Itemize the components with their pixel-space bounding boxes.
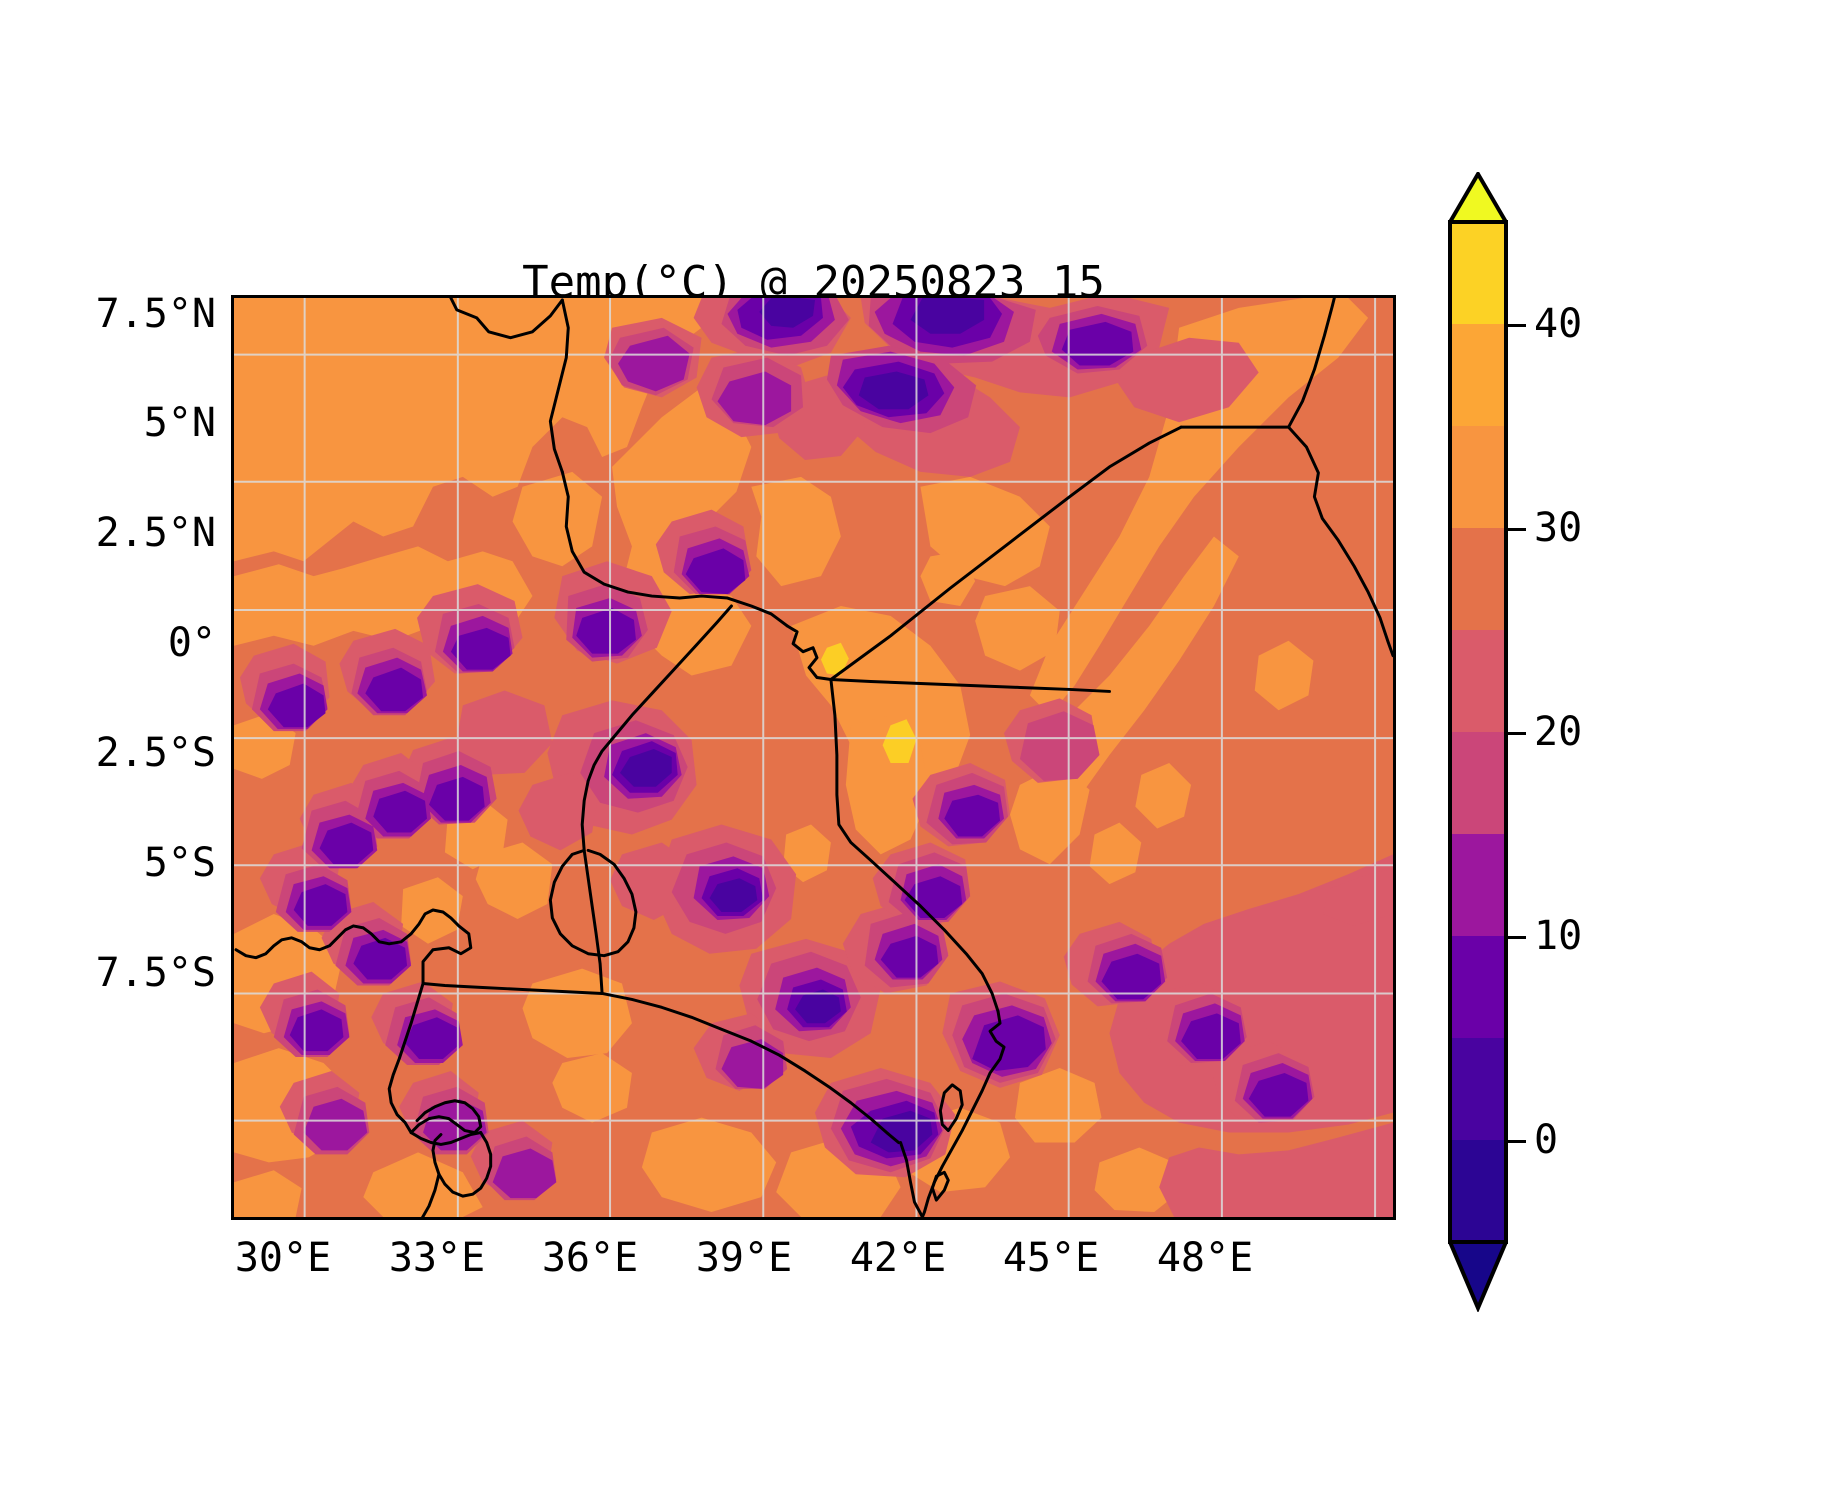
- colorbar-tick-mark-0: [1508, 1140, 1526, 1143]
- y-tick-label-7p5s: 7.5°S: [95, 950, 216, 996]
- y-tick-label-5s: 5°S: [143, 840, 216, 886]
- x-tick-label-42e: 42°E: [849, 1235, 947, 1281]
- colorbar[interactable]: [1448, 172, 1508, 1312]
- colorbar-tick-mark-10: [1508, 936, 1526, 939]
- map-axes: [231, 295, 1396, 1220]
- map-gridlines: [234, 298, 1393, 1217]
- y-tick-label-2p5s: 2.5°S: [95, 730, 216, 776]
- colorbar-tick-mark-40: [1508, 324, 1526, 327]
- colorbar-band-40-45: [1450, 222, 1506, 324]
- colorbar-band-30-35: [1450, 426, 1506, 528]
- colorbar-band-20-25: [1450, 630, 1506, 732]
- colorbar-band-minus5-0: [1450, 1140, 1506, 1242]
- colorbar-under-arrow: [1448, 1240, 1508, 1312]
- colorbar-band-25-30: [1450, 528, 1506, 630]
- contour-band-35-40: [820, 642, 917, 763]
- y-tick-label-5n: 5°N: [143, 400, 216, 446]
- colorbar-gradient: [1448, 172, 1508, 1312]
- colorbar-over-arrow: [1448, 172, 1508, 224]
- y-tick-label-0: 0°: [167, 620, 216, 666]
- y-tick-label-2p5n: 2.5°N: [95, 510, 216, 556]
- x-tick-label-33e: 33°E: [388, 1235, 486, 1281]
- colorbar-tick-label-30: 30: [1534, 505, 1583, 551]
- contour-fill-layer: [234, 298, 1393, 1217]
- colorbar-tick-label-40: 40: [1534, 301, 1583, 347]
- x-tick-label-30e: 30°E: [234, 1235, 332, 1281]
- x-tick-label-39e: 39°E: [695, 1235, 793, 1281]
- temperature-contour-map: [234, 298, 1393, 1217]
- y-tick-label-7p5n: 7.5°N: [95, 291, 216, 337]
- x-tick-label-48e: 48°E: [1156, 1235, 1254, 1281]
- colorbar-tick-label-0: 0: [1534, 1117, 1559, 1163]
- colorbar-band-5-10: [1450, 936, 1506, 1038]
- country-borders-layer: [234, 298, 1393, 1217]
- colorbar-tick-mark-20: [1508, 732, 1526, 735]
- colorbar-tick-label-10: 10: [1534, 913, 1583, 959]
- colorbar-band-35-40: [1450, 324, 1506, 426]
- colorbar-band-15-20: [1450, 732, 1506, 834]
- x-tick-label-36e: 36°E: [541, 1235, 639, 1281]
- x-tick-label-45e: 45°E: [1002, 1235, 1100, 1281]
- colorbar-band-10-15: [1450, 834, 1506, 936]
- colorbar-tick-mark-30: [1508, 528, 1526, 531]
- colorbar-tick-label-20: 20: [1534, 709, 1583, 755]
- colorbar-band-0-5: [1450, 1038, 1506, 1140]
